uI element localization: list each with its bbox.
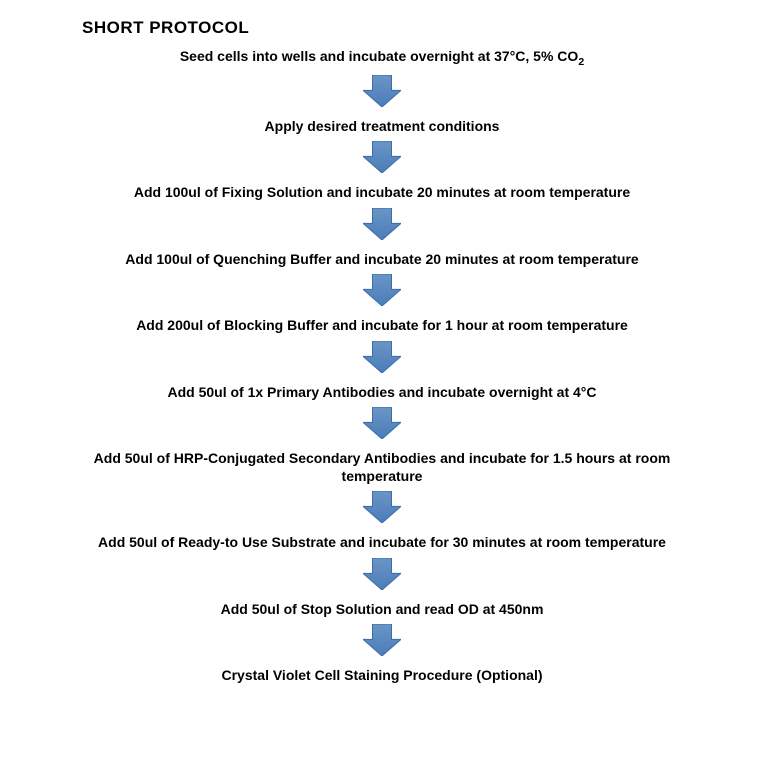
down-arrow-icon xyxy=(363,407,401,444)
protocol-step-1: Seed cells into wells and incubate overn… xyxy=(170,48,594,69)
protocol-step-3: Add 100ul of Fixing Solution and incubat… xyxy=(124,184,640,202)
protocol-flow: Seed cells into wells and incubate overn… xyxy=(0,48,764,685)
protocol-step-9: Add 50ul of Stop Solution and read OD at… xyxy=(211,601,554,619)
protocol-step-8: Add 50ul of Ready-to Use Substrate and i… xyxy=(88,534,676,552)
down-arrow-icon xyxy=(363,624,401,661)
protocol-page: SHORT PROTOCOL Seed cells into wells and… xyxy=(0,0,764,699)
protocol-step-7: Add 50ul of HRP-Conjugated Secondary Ant… xyxy=(62,450,702,485)
down-arrow-icon xyxy=(363,141,401,178)
protocol-step-10: Crystal Violet Cell Staining Procedure (… xyxy=(211,667,552,685)
protocol-step-4: Add 100ul of Quenching Buffer and incuba… xyxy=(115,251,648,269)
protocol-step-6: Add 50ul of 1x Primary Antibodies and in… xyxy=(157,384,606,402)
down-arrow-icon xyxy=(363,558,401,595)
down-arrow-icon xyxy=(363,208,401,245)
page-title: SHORT PROTOCOL xyxy=(82,18,764,38)
down-arrow-icon xyxy=(363,75,401,112)
down-arrow-icon xyxy=(363,274,401,311)
down-arrow-icon xyxy=(363,341,401,378)
protocol-step-5: Add 200ul of Blocking Buffer and incubat… xyxy=(126,317,638,335)
down-arrow-icon xyxy=(363,491,401,528)
protocol-step-2: Apply desired treatment conditions xyxy=(255,118,510,136)
